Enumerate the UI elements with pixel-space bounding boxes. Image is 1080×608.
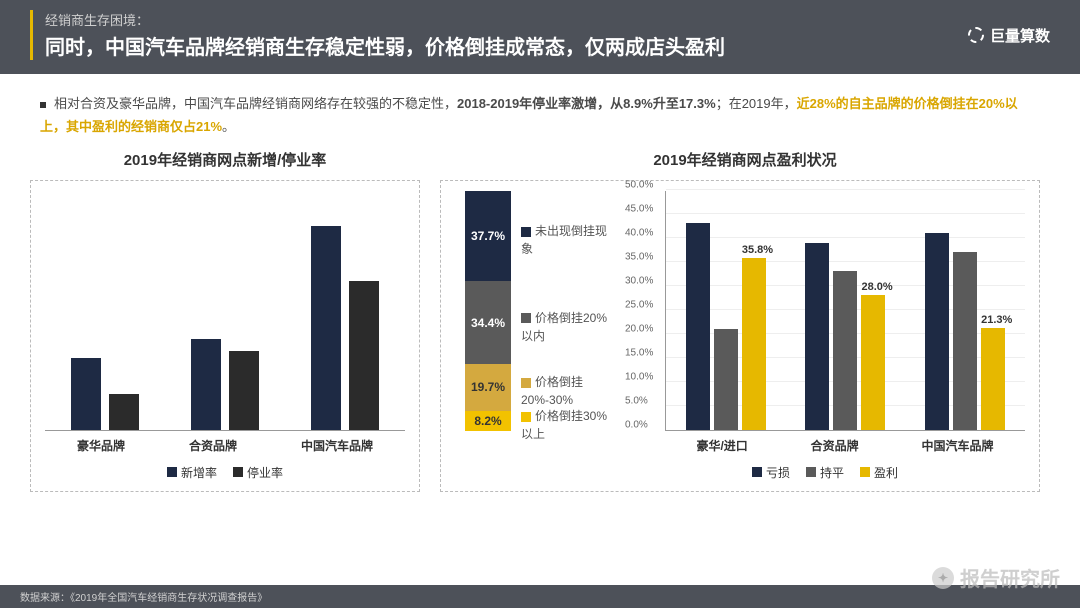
legend-item: 持平 [806, 464, 844, 481]
bar [229, 351, 259, 430]
watermark: ✦ 报告研究所 [932, 563, 1060, 592]
bar-group [71, 358, 139, 430]
bar [349, 281, 379, 430]
chart2-legend: 亏损持平盈利 [625, 464, 1025, 481]
y-tick: 20.0% [625, 323, 653, 334]
chart2-inner: 37.7%34.4%19.7%8.2% 未出现倒挂现象价格倒挂20%以内价格倒挂… [455, 191, 1025, 481]
bar [714, 329, 738, 430]
bar-group: 21.3% [925, 233, 1005, 430]
y-tick: 45.0% [625, 203, 653, 214]
header-subtitle: 经销商生存困境： [45, 10, 725, 29]
y-tick: 35.0% [625, 251, 653, 262]
stacked-legend-item: 价格倒挂30%以上 [521, 407, 615, 443]
header-title: 同时，中国汽车品牌经销商生存稳定性弱，价格倒挂成常态，仅两成店头盈利 [45, 31, 725, 60]
chart1-legend: 新增率停业率 [45, 464, 405, 481]
gridline [666, 213, 1025, 214]
chart2-title: 2019年经销商网点盈利状况 [440, 149, 1050, 170]
chart2-grouped-bars: 35.8% 28.0% 21.3% [665, 191, 1025, 431]
x-label: 豪华/进口 [696, 437, 747, 454]
chart-1-wrapper: 2019年经销商网点新增/停业率 豪华品牌 合资品牌 中国汽车品牌 新增率停业率 [30, 149, 420, 492]
stacked-legend-item: 未出现倒挂现象 [521, 222, 615, 258]
bar [953, 252, 977, 430]
legend-item: 亏损 [752, 464, 790, 481]
stacked-segment: 34.4% [465, 281, 511, 364]
header: 经销商生存困境： 同时，中国汽车品牌经销商生存稳定性弱，价格倒挂成常态，仅两成店… [0, 0, 1080, 74]
stacked-segment: 37.7% [465, 191, 511, 281]
body-highlight-1: 2018-2019年停业率激增，从8.9%升至17.3% [457, 96, 716, 111]
value-label: 35.8% [742, 244, 773, 256]
chart2-box: 37.7%34.4%19.7%8.2% 未出现倒挂现象价格倒挂20%以内价格倒挂… [440, 180, 1040, 492]
chart2-xlabels: 豪华/进口 合资品牌 中国汽车品牌 [665, 437, 1025, 454]
bar [109, 394, 139, 430]
body-suffix: 。 [222, 119, 235, 134]
value-label: 21.3% [981, 314, 1012, 326]
bar-group [191, 339, 259, 430]
body-mid: ；在2019年， [716, 96, 797, 111]
y-tick: 5.0% [625, 395, 648, 406]
wechat-icon: ✦ [932, 567, 954, 589]
watermark-text: 报告研究所 [960, 563, 1060, 592]
legend-item: 盈利 [860, 464, 898, 481]
bullet-icon [40, 102, 46, 108]
stacked-column-area: 37.7%34.4%19.7%8.2% 未出现倒挂现象价格倒挂20%以内价格倒挂… [455, 191, 615, 481]
legend-item: 新增率 [167, 464, 217, 481]
stacked-legend-item: 价格倒挂20%-30% [521, 373, 615, 409]
legend-item: 停业率 [233, 464, 283, 481]
bar [311, 226, 341, 430]
chart1-bars [45, 191, 405, 431]
value-label: 28.0% [861, 281, 892, 293]
x-label: 豪华品牌 [77, 437, 125, 454]
chart1-box: 豪华品牌 合资品牌 中国汽车品牌 新增率停业率 [30, 180, 420, 492]
stacked-legend-item: 价格倒挂20%以内 [521, 309, 615, 345]
bar-group: 35.8% [686, 223, 766, 429]
chart1-title: 2019年经销商网点新增/停业率 [30, 149, 420, 170]
slide: 经销商生存困境： 同时，中国汽车品牌经销商生存稳定性弱，价格倒挂成常态，仅两成店… [0, 0, 1080, 608]
body-prefix: 相对合资及豪华品牌，中国汽车品牌经销商网络存在较强的不稳定性， [54, 96, 457, 111]
x-label: 合资品牌 [811, 437, 859, 454]
bar: 35.8% [742, 258, 766, 430]
bar: 21.3% [981, 328, 1005, 430]
header-text: 经销商生存困境： 同时，中国汽车品牌经销商生存稳定性弱，价格倒挂成常态，仅两成店… [30, 10, 725, 60]
stacked-segment: 19.7% [465, 364, 511, 411]
y-tick: 15.0% [625, 347, 653, 358]
y-tick: 30.0% [625, 275, 653, 286]
y-tick: 40.0% [625, 227, 653, 238]
chart1-xlabels: 豪华品牌 合资品牌 中国汽车品牌 [45, 437, 405, 454]
bar-group: 28.0% [805, 243, 885, 430]
logo: 巨量算数 [968, 25, 1050, 46]
x-label: 合资品牌 [189, 437, 237, 454]
bar [686, 223, 710, 429]
x-label: 中国汽车品牌 [301, 437, 373, 454]
bar [191, 339, 221, 430]
bar: 28.0% [861, 295, 885, 429]
y-tick: 0.0% [625, 419, 648, 430]
bar [833, 271, 857, 429]
y-tick: 10.0% [625, 371, 653, 382]
bar [805, 243, 829, 430]
bar [71, 358, 101, 430]
y-tick: 50.0% [625, 179, 653, 190]
bar [925, 233, 949, 430]
logo-text: 巨量算数 [990, 25, 1050, 46]
gridline [666, 189, 1025, 190]
charts-row: 2019年经销商网点新增/停业率 豪华品牌 合资品牌 中国汽车品牌 新增率停业率 2… [0, 149, 1080, 492]
chart2-yaxis: 0.0% 5.0% 10.0% 15.0% 20.0% 25.0% 30.0% 35.0% 40… [625, 191, 661, 431]
x-label: 中国汽车品牌 [922, 437, 994, 454]
chart-2-wrapper: 2019年经销商网点盈利状况 37.7%34.4%19.7%8.2% 未出现倒挂… [440, 149, 1050, 492]
footer-source: 数据来源：《2019年全国汽车经销商生存状况调查报告》 [0, 585, 1080, 608]
grouped-column-area: 0.0% 5.0% 10.0% 15.0% 20.0% 25.0% 30.0% 35.0% 40… [625, 191, 1025, 481]
y-tick: 25.0% [625, 299, 653, 310]
body-paragraph: 相对合资及豪华品牌，中国汽车品牌经销商网络存在较强的不稳定性，2018-2019… [0, 74, 1080, 149]
logo-icon [968, 27, 984, 43]
stacked-bar: 37.7%34.4%19.7%8.2% [465, 191, 511, 431]
bar-group [311, 226, 379, 430]
stacked-segment: 8.2% [465, 411, 511, 431]
